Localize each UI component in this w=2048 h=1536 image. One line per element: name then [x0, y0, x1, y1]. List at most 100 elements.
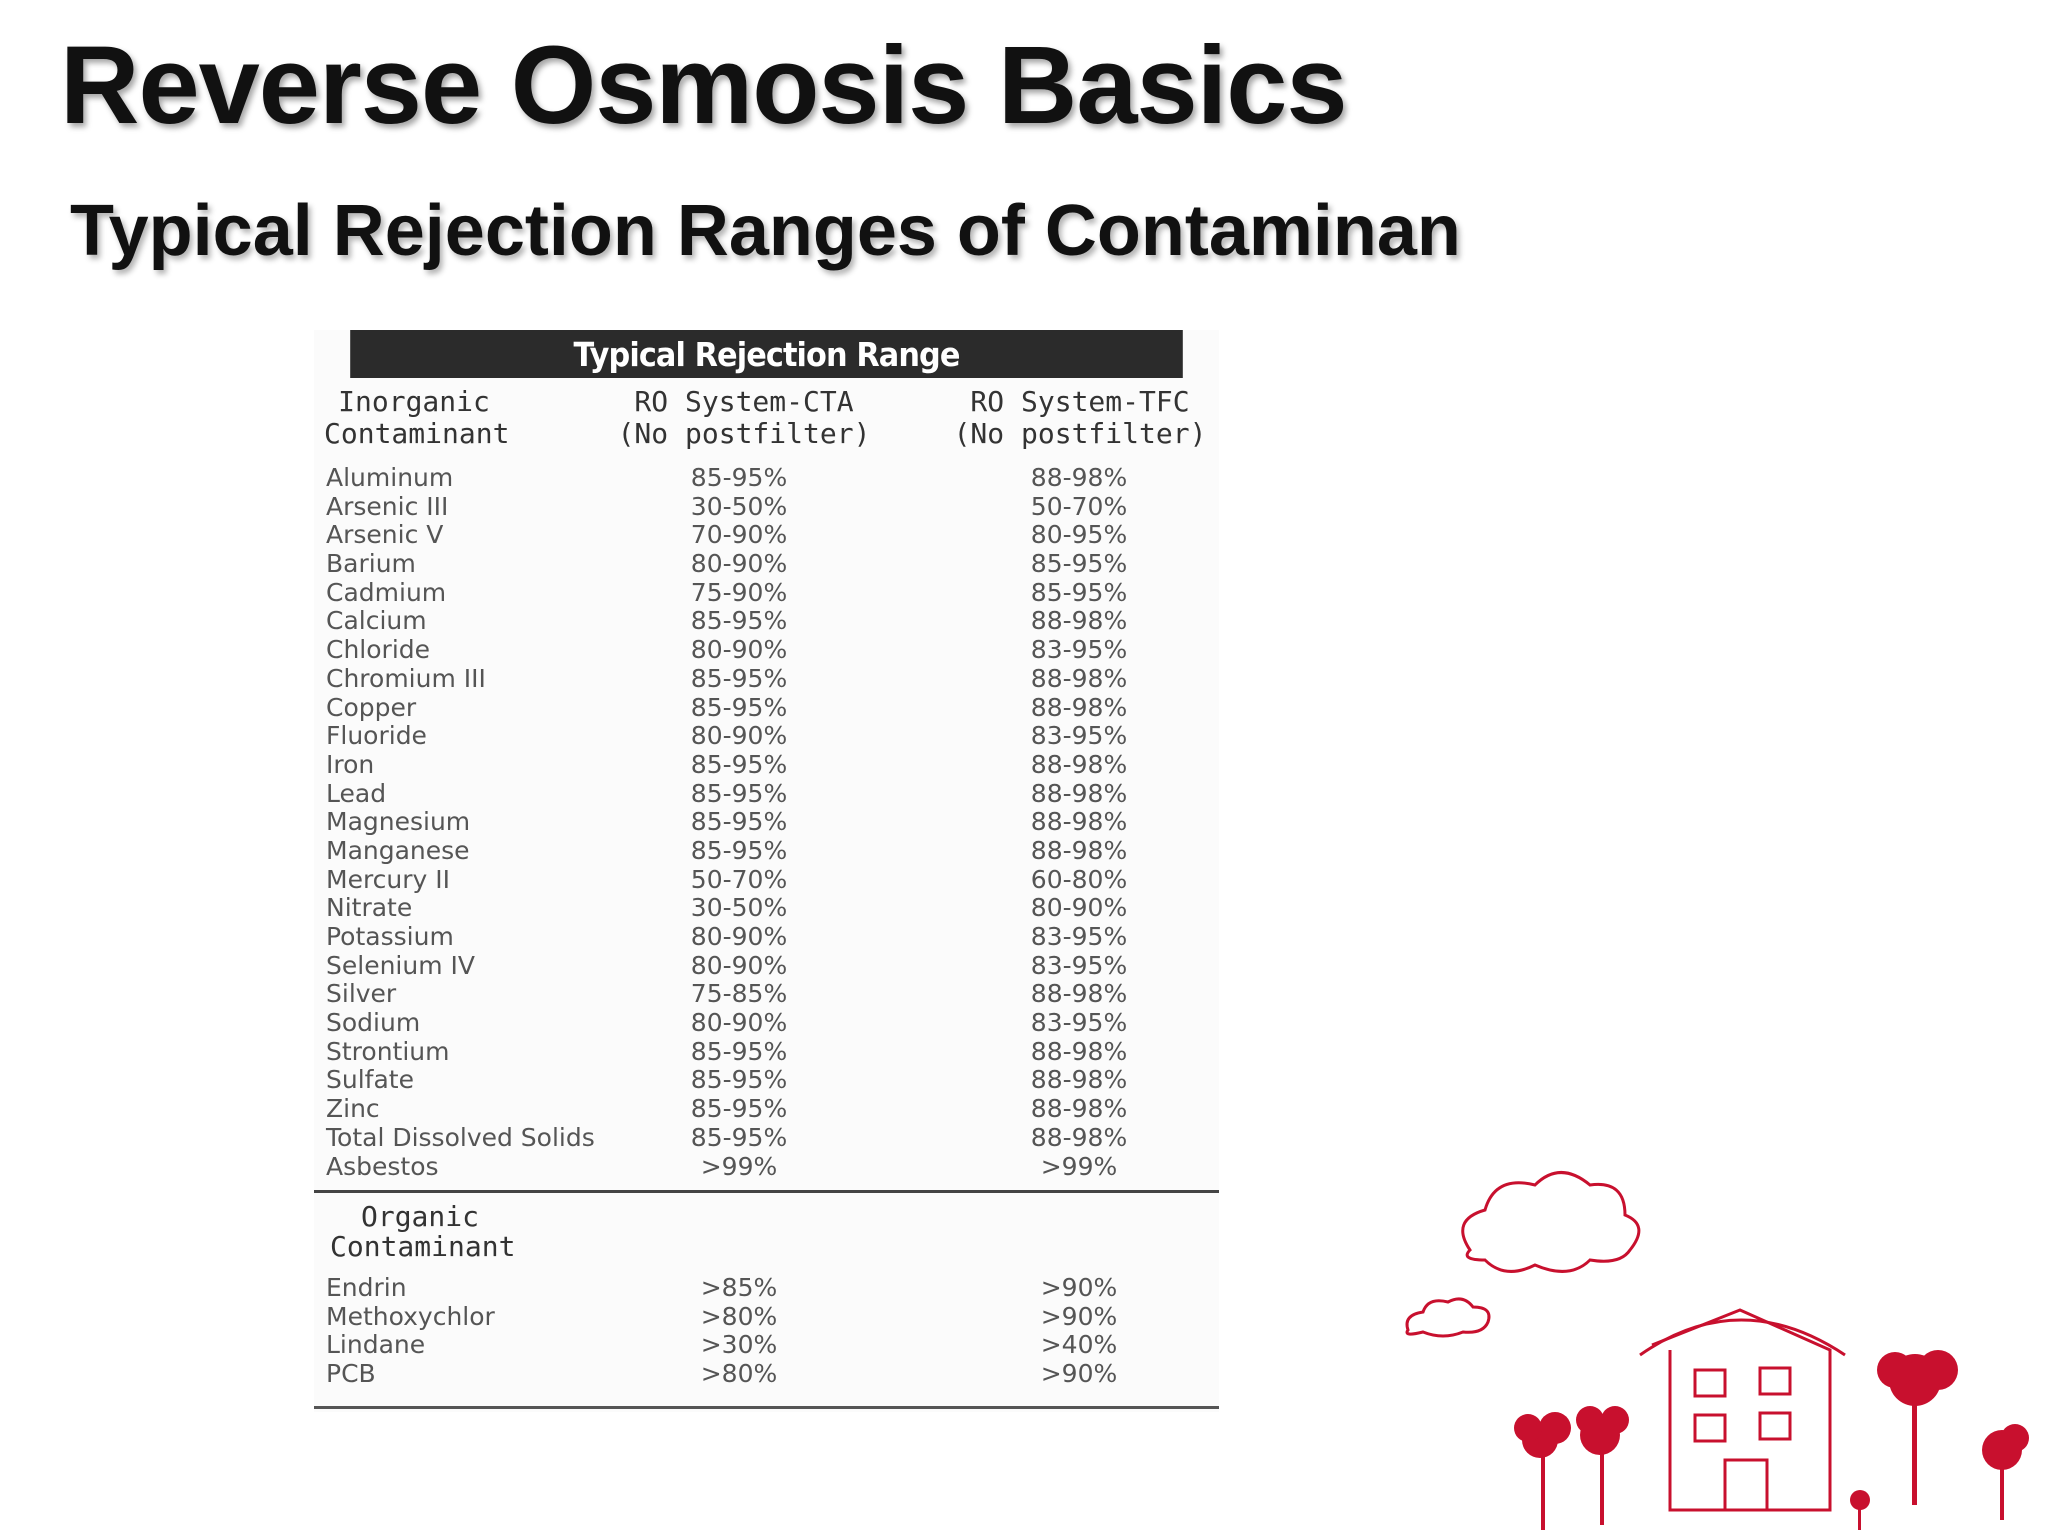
- contaminant-name: Zinc: [326, 1094, 380, 1124]
- contaminant-name: Asbestos: [326, 1151, 439, 1181]
- tfc-rejection-value: 88-98%: [1030, 1122, 1128, 1152]
- contaminant-name: Chloride: [326, 635, 431, 665]
- tfc-rejection-value: 83-95%: [1030, 721, 1128, 751]
- contaminant-name: Barium: [326, 549, 416, 579]
- tfc-rejection-value: 88-98%: [1030, 979, 1128, 1009]
- table-row: Total Dissolved Solids 85-95% 88-98%: [314, 1122, 1219, 1153]
- tfc-header-line1: RO System-TFC: [970, 385, 1190, 418]
- bottom-rule: [314, 1406, 1219, 1409]
- house-icon: [1639, 1308, 1846, 1512]
- slide-title: Reverse Osmosis Basics: [60, 24, 1348, 147]
- table-row: Sulfate 85-95% 88-98%: [314, 1066, 1219, 1095]
- table-row: Aluminum 85-95% 88-98%: [314, 463, 1219, 493]
- organic-header-line2: Contaminant: [330, 1230, 516, 1263]
- tfc-rejection-value: 83-95%: [1030, 635, 1128, 665]
- table-row: Chloride 80-90% 83-95%: [314, 635, 1219, 665]
- cta-rejection-value: 85-95%: [690, 1122, 788, 1152]
- contaminant-name: Fluoride: [326, 721, 427, 751]
- contaminant-name: Selenium IV: [326, 950, 475, 980]
- tfc-rejection-value: >90%: [1040, 1301, 1118, 1331]
- tfc-rejection-value: 88-98%: [1030, 692, 1128, 722]
- cta-rejection-value: 30-50%: [690, 491, 788, 521]
- tfc-rejection-value: >99%: [1040, 1151, 1118, 1181]
- tfc-rejection-value: 83-95%: [1030, 922, 1128, 951]
- cta-rejection-value: 85-95%: [690, 463, 788, 492]
- table-row: Lead 85-95% 88-98%: [314, 778, 1219, 809]
- tfc-rejection-value: 88-98%: [1030, 663, 1128, 693]
- cta-rejection-value: 85-95%: [690, 778, 788, 808]
- table-row: Potassium 80-90% 83-95%: [314, 922, 1219, 952]
- tfc-rejection-value: 88-98%: [1030, 1094, 1128, 1124]
- tfc-header-line2: (No postfilter): [953, 417, 1207, 450]
- table-row: Manganese 85-95% 88-98%: [314, 835, 1219, 866]
- contaminant-name: Calcium: [326, 606, 427, 636]
- cta-rejection-value: 85-95%: [690, 1094, 788, 1124]
- inorganic-header-line1: Inorganic: [338, 385, 490, 418]
- cta-rejection-value: 85-95%: [690, 807, 788, 837]
- table-row: Chromium III 85-95% 88-98%: [314, 663, 1219, 694]
- tfc-column-header: RO System-TFC (No postfilter): [950, 386, 1210, 450]
- table-row: Sodium 80-90% 83-95%: [314, 1008, 1219, 1038]
- cta-rejection-value: >80%: [700, 1358, 778, 1388]
- cta-rejection-value: >80%: [700, 1301, 778, 1331]
- cta-rejection-value: 80-90%: [690, 721, 788, 751]
- contaminant-name: Magnesium: [326, 807, 471, 837]
- table-row: Magnesium 85-95% 88-98%: [314, 808, 1219, 837]
- cta-rejection-value: 75-85%: [690, 979, 788, 1009]
- table-row: Arsenic V 70-90% 80-95%: [314, 521, 1219, 550]
- tfc-rejection-value: 88-98%: [1030, 1036, 1128, 1066]
- contaminant-name: Lindane: [326, 1330, 426, 1359]
- cta-rejection-value: 50-70%: [690, 864, 788, 894]
- contaminant-name: Arsenic V: [326, 520, 444, 550]
- house-trees-illustration: [1405, 1171, 2029, 1530]
- contaminant-name: PCB: [326, 1358, 376, 1388]
- tfc-rejection-value: 60-80%: [1030, 864, 1128, 894]
- contaminant-name: Strontium: [326, 1036, 450, 1066]
- tfc-rejection-value: 88-98%: [1030, 778, 1128, 808]
- contaminant-name: Nitrate: [326, 893, 413, 923]
- contaminant-name: Cadmium: [326, 577, 447, 607]
- cta-rejection-value: 85-95%: [690, 663, 788, 693]
- cta-header-line2: (No postfilter): [617, 417, 871, 450]
- cta-rejection-value: 30-50%: [690, 893, 788, 923]
- contaminant-name: Total Dissolved Solids: [326, 1122, 595, 1152]
- table-banner: Typical Rejection Range: [350, 330, 1183, 378]
- section-divider: [314, 1190, 1219, 1193]
- table-row: PCB >80% >90%: [314, 1358, 1219, 1389]
- contaminant-name: Sodium: [326, 1008, 421, 1038]
- tfc-rejection-value: 88-98%: [1030, 606, 1128, 636]
- tfc-rejection-value: 83-95%: [1030, 950, 1128, 980]
- table-row: Cadmium 75-90% 85-95%: [314, 577, 1219, 608]
- contaminant-name: Iron: [326, 749, 375, 779]
- cta-column-header: RO System-CTA (No postfilter): [614, 386, 874, 450]
- tfc-rejection-value: 88-98%: [1030, 807, 1128, 837]
- contaminant-name: Manganese: [326, 835, 470, 865]
- cta-rejection-value: 85-95%: [690, 1065, 788, 1095]
- cta-rejection-value: >85%: [700, 1273, 778, 1302]
- tree-icon: [1514, 1350, 2029, 1530]
- tfc-rejection-value: 88-98%: [1030, 835, 1128, 865]
- cta-header-line1: RO System-CTA: [634, 385, 854, 418]
- cta-rejection-value: >99%: [700, 1151, 778, 1181]
- tfc-rejection-value: >40%: [1040, 1330, 1118, 1359]
- table-row: Nitrate 30-50% 80-90%: [314, 894, 1219, 923]
- cta-rejection-value: >30%: [700, 1330, 778, 1359]
- contaminant-name: Arsenic III: [326, 491, 449, 521]
- table-row: Lindane >30% >40%: [314, 1330, 1219, 1360]
- table-row: Copper 85-95% 88-98%: [314, 692, 1219, 723]
- table-row: Endrin >85% >90%: [314, 1273, 1219, 1303]
- tfc-rejection-value: 50-70%: [1030, 491, 1128, 521]
- contaminant-name: Methoxychlor: [326, 1301, 495, 1331]
- contaminant-name: Mercury II: [326, 864, 451, 894]
- cta-rejection-value: 85-95%: [690, 606, 788, 636]
- contaminant-name: Lead: [326, 778, 387, 808]
- contaminant-name: Aluminum: [326, 463, 454, 492]
- contaminant-name: Endrin: [326, 1273, 407, 1302]
- tfc-rejection-value: 88-98%: [1030, 749, 1128, 779]
- table-row: Mercury II 50-70% 60-80%: [314, 864, 1219, 895]
- table-row: Zinc 85-95% 88-98%: [314, 1094, 1219, 1124]
- table-row: Calcium 85-95% 88-98%: [314, 607, 1219, 636]
- tfc-rejection-value: 80-95%: [1030, 520, 1128, 550]
- tfc-rejection-value: 85-95%: [1030, 577, 1128, 607]
- tfc-rejection-value: 85-95%: [1030, 549, 1128, 579]
